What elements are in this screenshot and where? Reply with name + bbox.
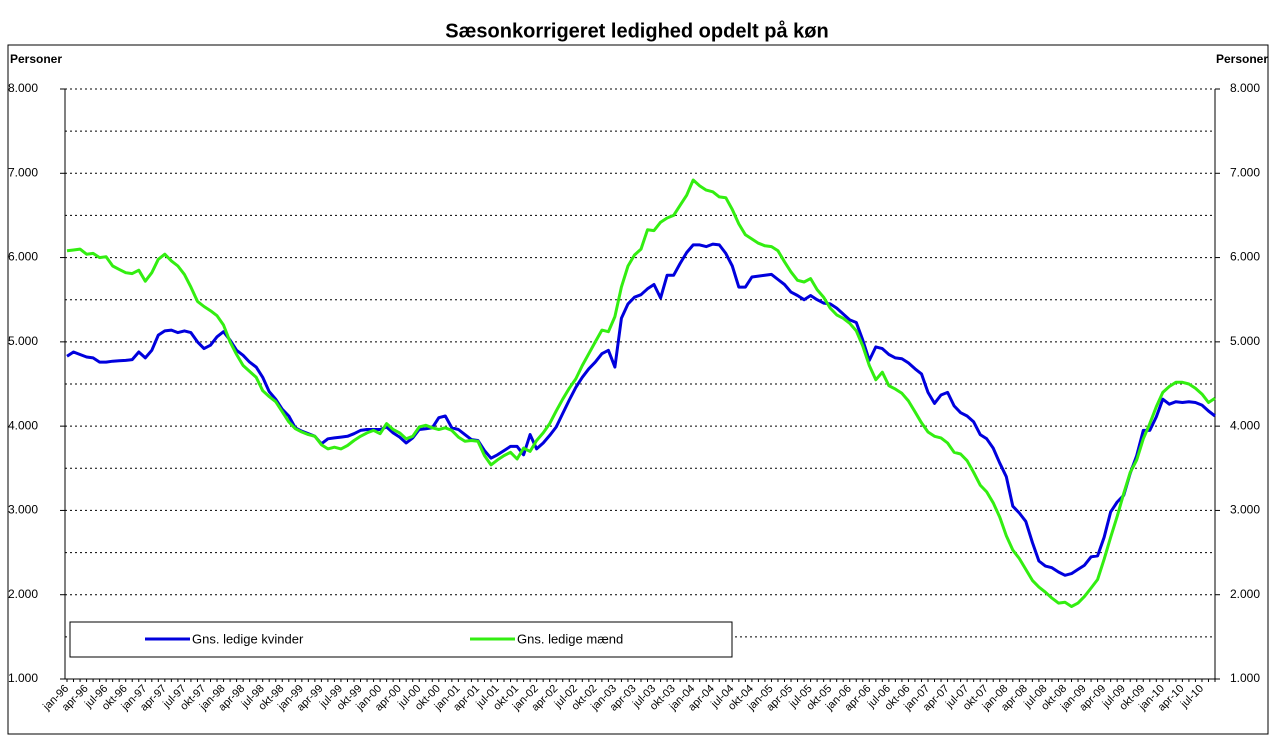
- y-tick-label: 8.000: [8, 81, 38, 95]
- y2-tick-label: 3.000: [1230, 503, 1260, 517]
- y-tick-label: 1.000: [8, 671, 38, 685]
- y2-tick-label: 6.000: [1230, 250, 1260, 264]
- y-tick-label: 6.000: [8, 250, 38, 264]
- y2-axis-label: Personer: [1216, 52, 1268, 66]
- chart-title: Sæsonkorrigeret ledighed opdelt på køn: [445, 19, 828, 42]
- y2-tick-label: 8.000: [1230, 81, 1260, 95]
- y2-tick-label: 4.000: [1230, 418, 1260, 432]
- legend-label: Gns. ledige mænd: [517, 631, 623, 646]
- legend-label: Gns. ledige kvinder: [192, 631, 304, 646]
- legend: Gns. ledige kvinder Gns. ledige mænd: [69, 621, 733, 658]
- y2-tick-label: 1.000: [1230, 671, 1260, 685]
- y-axis-label: Personer: [10, 52, 62, 66]
- line-series: [66, 178, 1216, 608]
- y-tick-label: 4.000: [8, 418, 38, 432]
- line-series: [66, 242, 1216, 577]
- y2-tick-label: 2.000: [1230, 587, 1260, 601]
- y-tick-label: 3.000: [8, 503, 38, 517]
- y2-tick-label: 7.000: [1230, 165, 1260, 179]
- chart-border: [7, 44, 1269, 735]
- y-tick-label: 7.000: [8, 165, 38, 179]
- y-tick-label: 2.000: [8, 587, 38, 601]
- y-tick-label: 5.000: [8, 334, 38, 348]
- y2-tick-label: 5.000: [1230, 334, 1260, 348]
